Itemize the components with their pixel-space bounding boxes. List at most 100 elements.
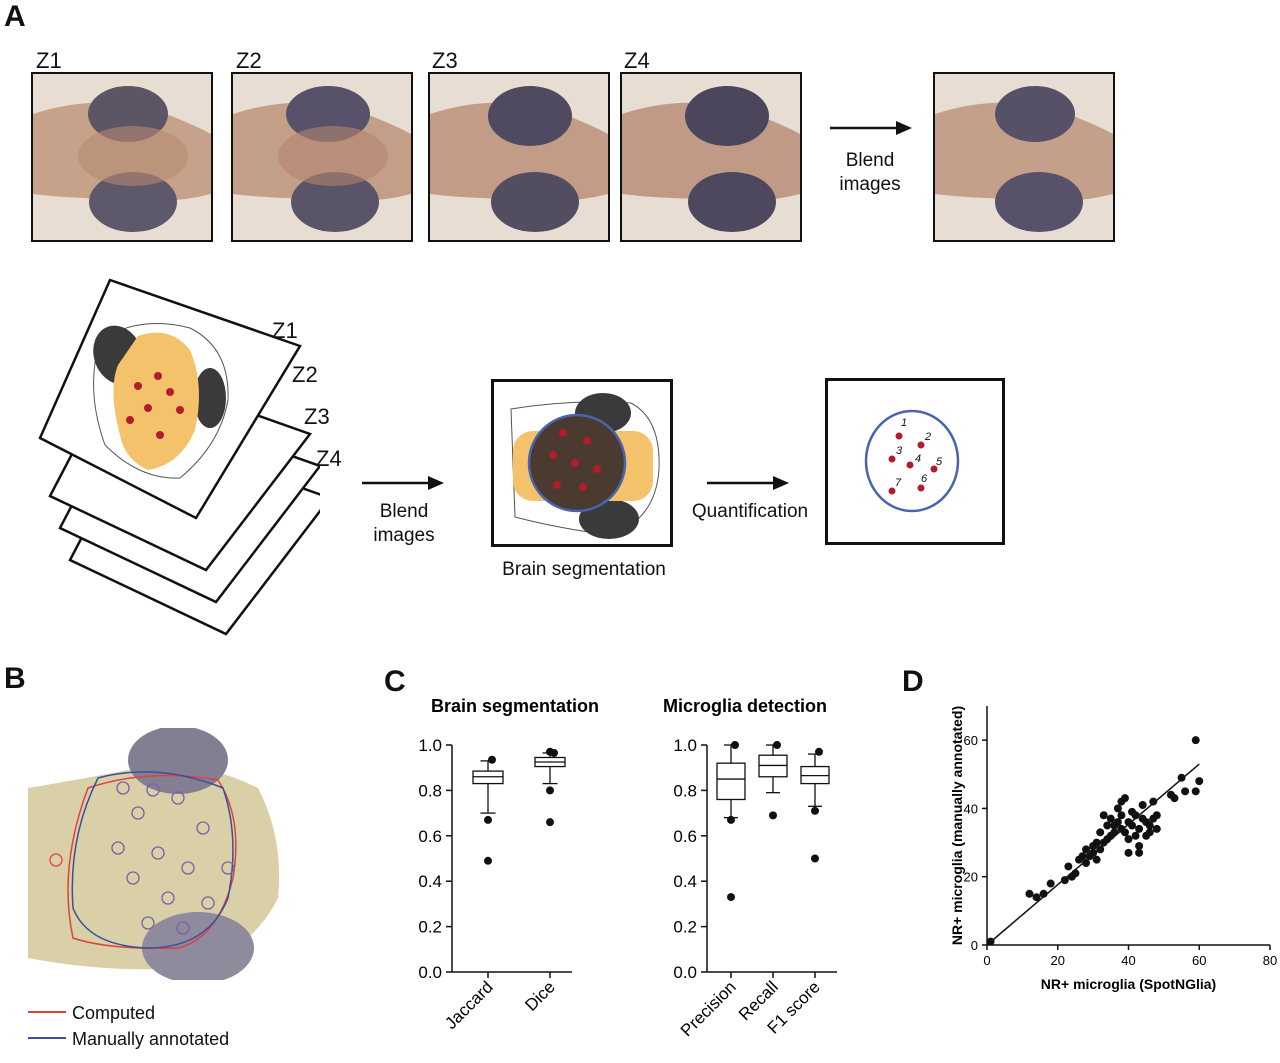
z2-image xyxy=(231,72,413,242)
scatter-point xyxy=(1135,841,1144,850)
brain-segmentation-diagram xyxy=(491,379,673,547)
blend-arrow-bottom xyxy=(362,476,444,490)
scatter-point xyxy=(1099,811,1108,820)
scatter-point xyxy=(1191,787,1200,796)
outlier-point xyxy=(811,854,819,863)
cell-number-7: 7 xyxy=(895,477,902,489)
x-tick-label: Precision xyxy=(677,977,740,1040)
outlier-point xyxy=(815,747,823,756)
blended-image xyxy=(933,72,1115,242)
outlier-point xyxy=(727,815,735,824)
scatter-point xyxy=(1099,838,1108,847)
y-tick-label: 0.2 xyxy=(418,918,442,937)
scatter-point xyxy=(1149,797,1158,806)
scatter-point xyxy=(1113,818,1122,827)
outlier-point xyxy=(488,755,496,764)
x-tick-label: 40 xyxy=(1121,953,1135,968)
x-tick-label: 0 xyxy=(983,953,990,968)
scatter-chart: 0 20 40 60 80 0 20 40 60 NR+ microglia (SpotNGlia… xyxy=(949,706,1277,992)
y-tick-label: 0.2 xyxy=(673,918,697,937)
z2-label: Z2 xyxy=(236,48,262,73)
stack-z4-label: Z4 xyxy=(316,446,342,471)
cell-number-2: 2 xyxy=(925,431,932,443)
cell-number-6: 6 xyxy=(921,473,928,485)
blend-arrow-top xyxy=(830,121,912,135)
outlier-point xyxy=(546,818,554,827)
scatter-point xyxy=(1060,876,1069,885)
y-tick-label: 0.4 xyxy=(418,872,442,891)
cell-number-1: 1 xyxy=(901,417,908,429)
y-tick-label: 0 xyxy=(971,938,978,953)
scatter-point xyxy=(1078,852,1087,861)
y-tick-label: 0.8 xyxy=(673,781,697,800)
segmentation-label: Brain segmentation xyxy=(502,559,666,580)
y-tick-label: 1.0 xyxy=(673,736,697,755)
blend-label-top-2: images xyxy=(839,174,901,195)
scatter-point xyxy=(1032,893,1041,902)
cell-number-5: 5 xyxy=(936,456,943,468)
panel-d-label: D xyxy=(902,665,924,698)
x-tick-label: 80 xyxy=(1263,953,1277,968)
scatter-point xyxy=(1025,889,1034,898)
outlier-point xyxy=(484,815,492,824)
quantification-diagram: 1 2 3 4 5 6 7 xyxy=(825,378,1005,545)
y-tick-label: 0.0 xyxy=(418,963,442,982)
outlier-point xyxy=(546,747,554,756)
scatter-point xyxy=(1135,848,1144,857)
box xyxy=(716,762,746,801)
outlier-point xyxy=(773,741,781,749)
y-tick-label: 0.4 xyxy=(673,872,697,891)
x-tick-label: 60 xyxy=(1192,953,1206,968)
outlier-point xyxy=(546,786,554,795)
scatter-point xyxy=(1089,848,1098,857)
scatter-point xyxy=(1092,855,1101,864)
scatter-point xyxy=(1113,804,1122,813)
y-tick-label: 60 xyxy=(964,733,978,748)
chart-title: Microglia detection xyxy=(663,696,827,716)
blend-label-bottom-1: Blend xyxy=(379,501,429,522)
scatter-point xyxy=(1124,848,1133,857)
legend-manual-swatch xyxy=(28,1037,66,1039)
cell-number-3: 3 xyxy=(896,445,903,457)
scatter-point xyxy=(1120,828,1129,837)
x-tick-label: 20 xyxy=(1051,953,1065,968)
scatter-point xyxy=(1106,814,1115,823)
x-tick-label: Jaccard xyxy=(441,977,497,1033)
scatter-point xyxy=(1177,773,1186,782)
panel-b-label: B xyxy=(4,662,26,695)
x-axis-label: NR+ microglia (SpotNGlia) xyxy=(1041,976,1216,992)
scatter-point xyxy=(1152,824,1161,833)
scatter-point xyxy=(1110,828,1119,837)
outlier-point xyxy=(484,856,492,865)
cell-number-4: 4 xyxy=(915,453,922,465)
legend-manual-label: Manually annotated xyxy=(72,1029,230,1049)
scatter-point xyxy=(1124,835,1133,844)
scatter-point xyxy=(1092,838,1101,847)
legend-computed-label: Computed xyxy=(72,1003,156,1023)
scatter-point xyxy=(1195,777,1204,786)
scatter-point xyxy=(1145,828,1154,837)
scatter-point xyxy=(1071,869,1080,878)
scatter-point xyxy=(1131,831,1140,840)
y-tick-label: 0.0 xyxy=(673,963,697,982)
blend-label-top-1: Blend xyxy=(845,150,895,171)
y-tick-label: 0.6 xyxy=(418,827,442,846)
z1-image xyxy=(31,72,213,242)
scatter-point xyxy=(1131,811,1140,820)
scatter-point xyxy=(986,937,995,946)
y-tick-label: 20 xyxy=(964,870,978,885)
scatter-point xyxy=(1082,859,1091,868)
z3-label: Z3 xyxy=(432,48,458,73)
scatter-point xyxy=(1191,736,1200,745)
scatter-point xyxy=(1096,845,1105,854)
blend-label-bottom-2: images xyxy=(373,525,435,546)
outlier-point xyxy=(769,811,777,820)
stack-z2-label: Z2 xyxy=(292,362,318,387)
chart-title: Brain segmentation xyxy=(431,696,599,716)
scatter-point xyxy=(1135,824,1144,833)
scatter-point xyxy=(1117,811,1126,820)
y-axis-label: NR+ microglia (manually annotated) xyxy=(949,706,965,945)
scatter-point xyxy=(1128,821,1137,830)
z1-label: Z1 xyxy=(36,48,62,73)
panel-c-label: C xyxy=(384,665,406,698)
